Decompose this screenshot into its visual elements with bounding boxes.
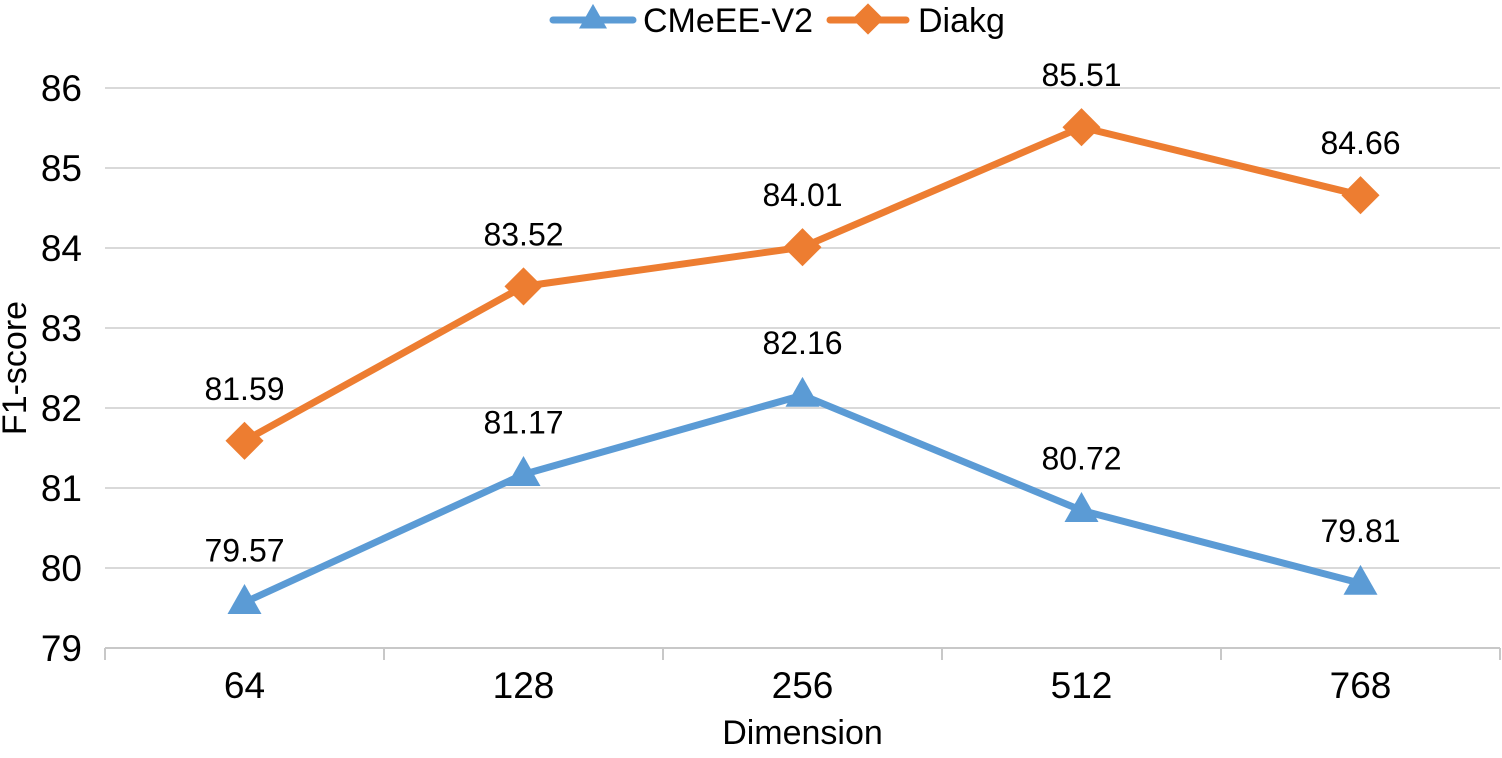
marker-diamond [504,267,543,306]
legend-label: Diakg [918,2,1005,40]
data-label: 83.52 [483,216,563,252]
series-line [241,391,1364,606]
legend: CMeEE-V2 Diakg [549,2,1005,40]
x-tick-label: 512 [1051,665,1113,706]
series-diakg: 81.59 83.52 84.01 85.51 84.66 [204,57,1401,460]
data-label: 81.17 [483,404,563,440]
x-tick-labels: 64 128 256 512 768 [224,665,1391,706]
marker-triangle [1064,492,1099,522]
legend-item-diakg: Diakg [826,2,1005,40]
marker-triangle [785,376,820,407]
legend-marker-diamond [852,3,884,35]
data-label: 84.66 [1320,125,1400,161]
y-tick-label: 86 [41,68,82,109]
marker-triangle [1343,564,1378,595]
marker-diamond [1062,108,1101,147]
x-axis-title: Dimension [722,714,883,752]
legend-marker-triangle [579,3,607,29]
legend-item-cmeee-v2: CMeEE-V2 [549,2,813,40]
x-tick-label: 64 [224,665,265,706]
marker-diamond [225,421,264,460]
y-tick-label: 84 [41,228,82,269]
y-tick-label: 81 [41,468,82,509]
marker-triangle [227,584,262,614]
y-tick-label: 82 [41,388,82,429]
x-tick-label: 128 [493,665,555,706]
data-label: 85.51 [1041,57,1121,93]
data-label: 84.01 [762,177,842,213]
y-axis-title: F1-score [0,301,34,435]
x-tick-label: 768 [1330,665,1392,706]
data-label: 82.16 [762,325,842,361]
y-tick-labels: 79 80 81 82 83 84 85 86 [41,68,82,669]
marker-diamond [783,228,822,267]
x-axis [104,647,1501,660]
legend-label: CMeEE-V2 [643,2,813,40]
data-label: 81.59 [204,371,284,407]
data-label: 79.57 [204,532,284,568]
x-tick-label: 256 [772,665,834,706]
data-label: 79.81 [1320,513,1400,549]
marker-diamond [1341,176,1380,215]
y-tick-label: 80 [41,548,82,589]
series-cmeee-v2: 79.57 81.17 82.16 80.72 79.81 [204,325,1401,614]
y-tick-label: 83 [41,308,82,349]
y-tick-label: 79 [41,628,82,669]
marker-triangle [506,456,541,486]
data-label: 80.72 [1041,440,1121,476]
y-tick-label: 85 [41,148,82,189]
